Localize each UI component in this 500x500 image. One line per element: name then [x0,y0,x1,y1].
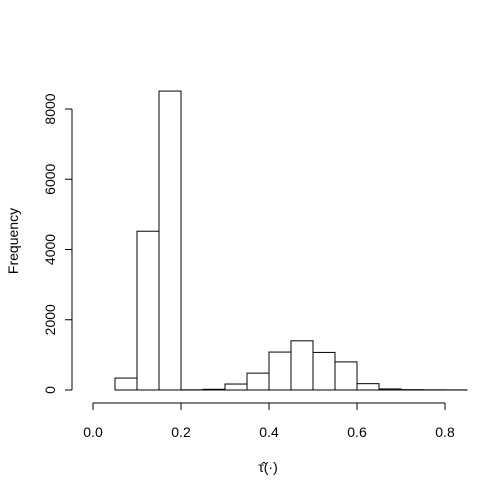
y-axis-title: Frequency [5,208,21,274]
x-tick-label: 0.2 [171,424,191,440]
x-axis-title: τ̂(·) [258,459,278,475]
histogram-bar [268,351,292,391]
histogram-bar [136,230,160,391]
histogram-bar [312,351,336,391]
histogram-bar [290,340,314,391]
y-tick-label: 0 [42,386,58,394]
histogram-bar [224,383,248,391]
x-axis: 0.0 0.2 0.4 0.6 0.8 [83,402,455,440]
y-tick-label: 4000 [42,234,58,265]
histogram-bar [158,90,182,391]
histogram-bar [114,377,138,391]
x-tick-label: 0.4 [259,424,279,440]
y-tick-label: 6000 [42,163,58,194]
y-tick-label: 2000 [42,304,58,335]
x-tick-label: 0.0 [83,424,103,440]
histogram-bars [114,90,468,391]
x-tick-label: 0.8 [435,424,455,440]
histogram-bar [378,388,402,391]
histogram-bar [356,383,380,391]
x-tick-label: 0.6 [347,424,367,440]
y-axis: 0 2000 4000 6000 8000 [42,93,73,394]
y-ticks: 0 2000 4000 6000 8000 [42,93,72,394]
y-tick-label: 8000 [42,93,58,124]
histogram-bar [202,388,226,391]
histogram-bar [246,372,270,391]
histogram-bar [334,361,358,391]
x-ticks: 0.0 0.2 0.4 0.6 0.8 [83,403,455,440]
